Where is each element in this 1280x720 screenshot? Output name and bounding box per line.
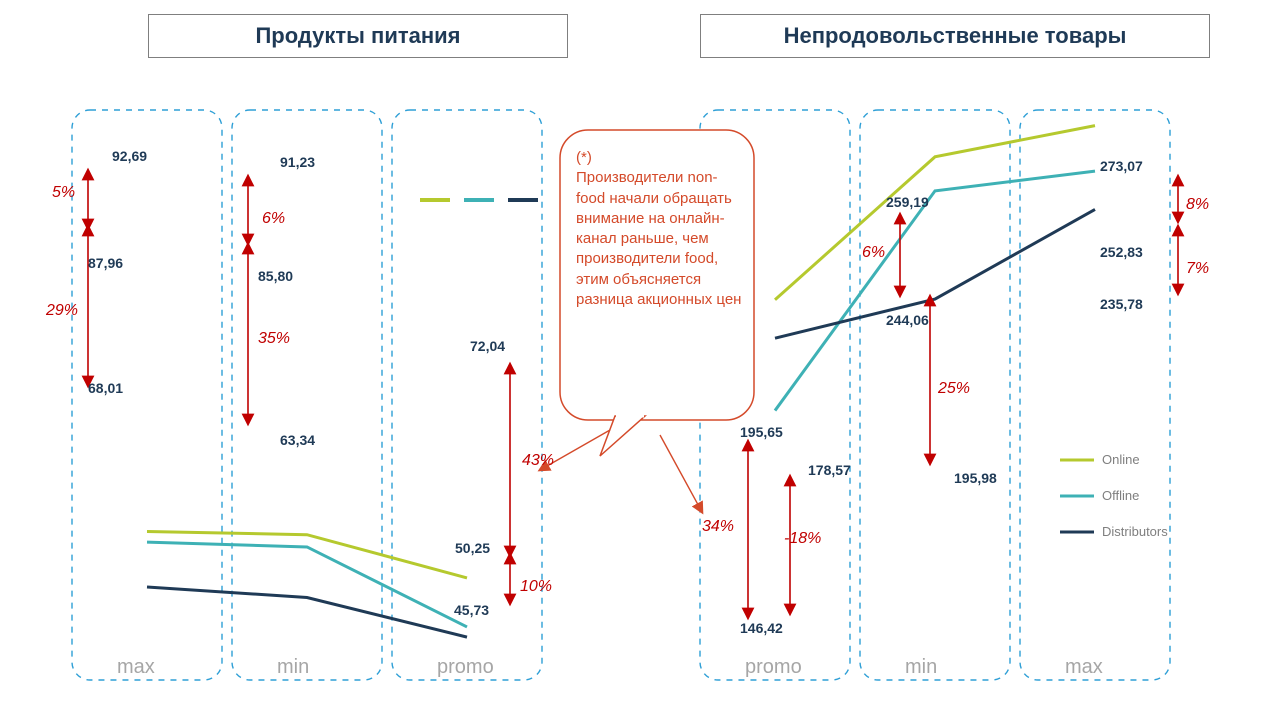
value-label-16: 252,83 (1100, 244, 1143, 260)
percent-label-6: 34% (702, 518, 734, 536)
category-label-nonfood-max: max (1065, 656, 1103, 679)
value-label-15: 273,07 (1100, 158, 1143, 174)
value-label-14: 195,98 (954, 470, 997, 486)
percent-label-10: 8% (1186, 196, 1209, 214)
column-nonfood-min (860, 110, 1010, 680)
value-label-8: 45,73 (454, 602, 489, 618)
percent-label-4: 43% (522, 452, 554, 470)
series-distributors-nonfood (775, 209, 1095, 338)
category-label-food-min: min (277, 656, 309, 679)
legend-label-online: Online (1102, 452, 1140, 467)
column-nonfood-max (1020, 110, 1170, 680)
percent-label-9: 25% (938, 380, 970, 398)
value-label-12: 259,19 (886, 194, 929, 210)
category-label-nonfood-promo: promo (745, 656, 802, 679)
series-offline-food (147, 542, 467, 627)
series-offline-nonfood (775, 171, 1095, 410)
percent-label-5: 10% (520, 578, 552, 596)
value-label-1: 87,96 (88, 255, 123, 271)
value-label-5: 63,34 (280, 432, 315, 448)
value-label-0: 92,69 (112, 148, 147, 164)
callout-tail (600, 416, 645, 456)
value-label-2: 68,01 (88, 380, 123, 396)
series-distributors-food (147, 587, 467, 637)
value-label-10: 195,65 (740, 424, 783, 440)
legend-label-offline: Offline (1102, 488, 1139, 503)
value-label-4: 85,80 (258, 268, 293, 284)
value-label-11: 178,57 (808, 462, 851, 478)
category-label-food-promo: promo (437, 656, 494, 679)
percent-label-8: 6% (862, 244, 885, 262)
price-comparison-chart: Online Offline Distributors (0, 0, 1280, 720)
percent-label-11: 7% (1186, 260, 1209, 278)
value-label-17: 235,78 (1100, 296, 1143, 312)
percent-label-0: 5% (52, 184, 75, 202)
value-label-9: 146,42 (740, 620, 783, 636)
value-label-3: 91,23 (280, 154, 315, 170)
callout-arrow-1 (660, 435, 702, 512)
percent-label-3: 35% (258, 330, 290, 348)
percent-label-7: -18% (784, 530, 821, 548)
percent-label-2: 6% (262, 210, 285, 228)
series-online-nonfood (775, 126, 1095, 300)
value-label-7: 50,25 (455, 540, 490, 556)
value-label-6: 72,04 (470, 338, 505, 354)
category-label-food-max: max (117, 656, 155, 679)
value-label-13: 244,06 (886, 312, 929, 328)
legend-label-distributors: Distributors (1102, 524, 1168, 539)
callout-text: (*)Производители non-food начали обращат… (576, 148, 746, 310)
percent-label-1: 29% (46, 302, 78, 320)
series-online-food (147, 531, 467, 577)
category-label-nonfood-min: min (905, 656, 937, 679)
